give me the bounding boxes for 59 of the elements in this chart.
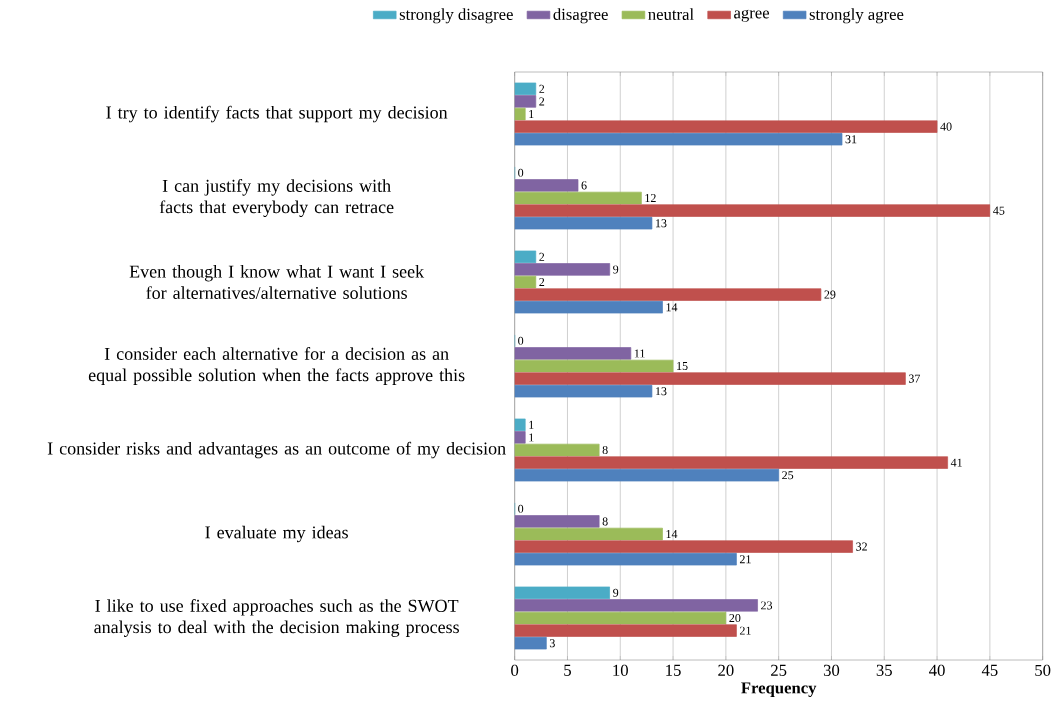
y-tick-label: I evaluate my ideas [205,525,348,543]
x-tick-label: 0 [511,664,519,676]
data-label: 13 [655,219,667,228]
x-tick-label: 20 [718,664,734,676]
data-label: 1 [529,110,534,118]
y-tick-label: I like to use fixed approaches such as the SWOT analysis to deal with the decision making process [94,599,459,637]
x-tick-label: 50 [1035,664,1051,676]
data-label: 40 [940,122,952,131]
data-label: 14 [666,303,678,312]
data-label: 13 [655,387,667,396]
data-label: 21 [739,626,751,635]
x-tick-label: 35 [876,664,892,676]
data-label: 2 [539,84,545,93]
x-tick-label: 25 [771,664,787,676]
data-label: 0 [518,336,524,345]
data-label: 41 [950,458,962,467]
x-tick-label: 5 [564,664,571,676]
data-label: 25 [782,471,794,480]
legend-label: neutral [648,8,694,20]
data-label: 0 [518,168,524,177]
data-label: 1 [529,420,534,429]
y-tick-label: I try to identify facts that support my decision [106,105,448,123]
x-tick-label: 10 [613,664,628,676]
x-tick-label: 45 [981,664,998,676]
data-label: 9 [613,588,619,597]
legend-label: agree [734,9,770,22]
x-tick-label: 15 [666,664,681,676]
x-tick-label: 40 [929,664,945,676]
data-label: 23 [761,601,773,610]
data-label: 21 [739,555,751,564]
data-label: 6 [581,181,587,190]
data-label: 29 [824,290,836,299]
data-label: 9 [613,265,619,274]
data-label: 2 [539,278,545,286]
y-tick-label: Even though I know what I want I seek for alternatives/alternative solutions [129,265,425,299]
y-tick-label: I can justify my decisions with facts that everybody can retrace [159,179,394,217]
data-label: 37 [908,374,921,383]
y-tick-label: I consider each alternative for a decision as an equal possible solution when the facts approve this [88,347,465,385]
x-axis-title: Frequency [741,682,817,697]
y-tick-label: I consider risks and advantages as an outcome of my decision [47,441,506,459]
data-label: 14 [666,530,678,538]
legend-label: disagree [553,8,608,24]
data-label: 32 [856,542,867,551]
data-label: 0 [518,504,524,513]
data-label: 3 [549,639,555,648]
data-label: 31 [845,135,857,144]
data-label: 8 [602,517,608,526]
data-label: 11 [634,349,645,358]
data-label: 45 [993,206,1005,215]
data-label: 20 [729,613,741,623]
data-label: 8 [602,445,608,455]
legend-label: strongly agree [809,8,904,24]
data-label: 12 [645,194,656,202]
legend-label: strongly disagree [399,8,513,24]
data-label: 2 [539,252,545,261]
data-label: 1 [529,433,534,442]
x-tick-label: 30 [823,664,840,676]
data-label: 15 [677,361,688,371]
data-label: 2 [539,97,545,106]
